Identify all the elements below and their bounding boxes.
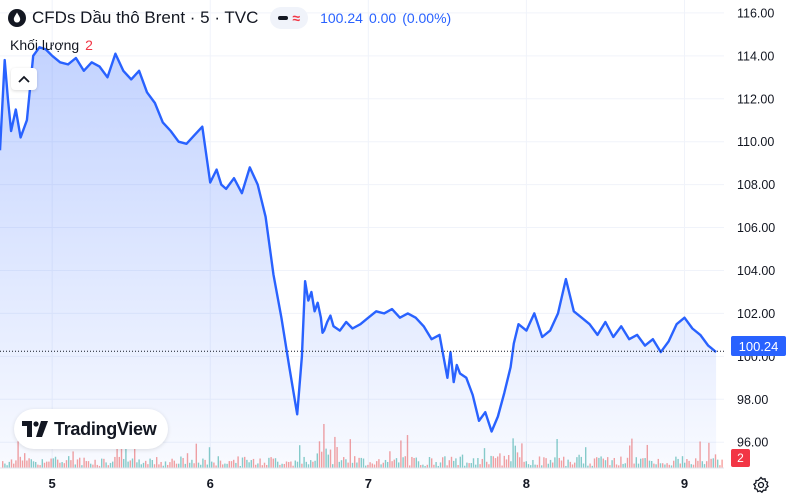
drop-icon xyxy=(8,9,26,27)
tradingview-logo-icon xyxy=(22,421,48,437)
gear-icon[interactable] xyxy=(752,476,770,494)
symbol-title[interactable]: CFDs Dầu thô Brent · 5 · TVC xyxy=(32,8,259,27)
price-tick-label: 104.00 xyxy=(737,264,775,278)
price-tick-label: 98.00 xyxy=(737,393,768,407)
time-tick-label: 6 xyxy=(207,476,214,491)
time-tick-label: 7 xyxy=(365,476,372,491)
price-tick-label: 114.00 xyxy=(737,49,774,63)
volume-legend[interactable]: Khối lượng 2 xyxy=(10,37,93,53)
collapse-legend-button[interactable] xyxy=(11,68,37,90)
price-axis[interactable]: 96.0098.00100.00102.00104.00106.00108.00… xyxy=(737,6,775,449)
volume-bar xyxy=(721,459,723,468)
chevron-up-icon xyxy=(18,75,30,83)
price-change-pct: (0.00%) xyxy=(402,10,452,26)
volume-bar xyxy=(719,465,721,468)
price-line xyxy=(0,46,717,433)
time-tick-label: 5 xyxy=(49,476,56,491)
volume-count: 2 xyxy=(85,37,93,53)
minus-icon xyxy=(278,16,289,20)
tradingview-logo[interactable]: TradingView xyxy=(14,409,168,449)
compare-toggle[interactable]: ≈ xyxy=(270,7,309,29)
last-price-tag: 100.24 xyxy=(731,336,786,356)
volume-bar xyxy=(717,459,719,468)
price-tick-label: 112.00 xyxy=(737,92,774,106)
logo-text: TradingView xyxy=(54,418,157,439)
quote-values: 100.24 0.00 (0.00%) xyxy=(320,10,451,26)
wave-icon: ≈ xyxy=(292,10,301,26)
price-tick-label: 102.00 xyxy=(737,307,775,321)
last-price: 100.24 xyxy=(320,10,363,26)
price-tick-label: 106.00 xyxy=(737,221,775,235)
price-tick-label: 116.00 xyxy=(737,6,774,20)
time-axis[interactable]: 5 6 7 8 9 xyxy=(49,476,689,491)
price-change: 0.00 xyxy=(368,10,397,26)
time-tick-label: 8 xyxy=(523,476,530,491)
price-tick-label: 108.00 xyxy=(737,178,775,192)
time-tick-label: 9 xyxy=(681,476,688,491)
volume-tag: 2 xyxy=(731,449,750,467)
price-area xyxy=(0,47,717,468)
chart-header: CFDs Dầu thô Brent · 5 · TVC ≈ 100.24 0.… xyxy=(8,7,451,29)
price-tick-label: 96.00 xyxy=(737,436,768,450)
price-tick-label: 110.00 xyxy=(737,135,774,149)
volume-label: Khối lượng xyxy=(10,37,80,53)
